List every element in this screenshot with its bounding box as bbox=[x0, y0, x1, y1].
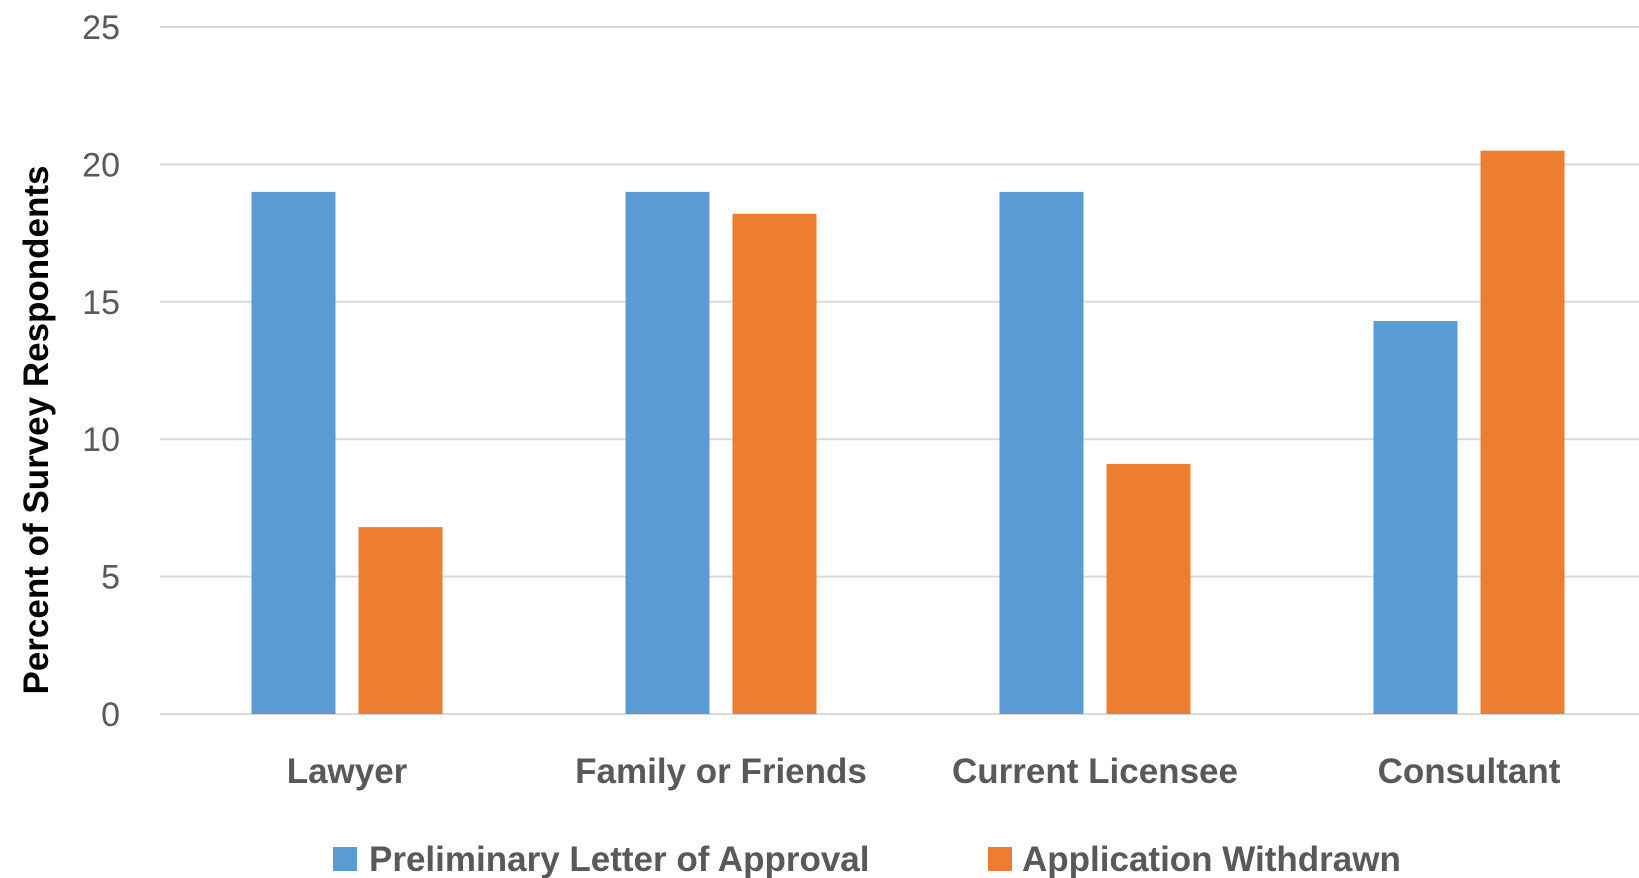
bar-family-or-friends-series-1 bbox=[625, 191, 710, 714]
y-tick-label: 25 bbox=[82, 9, 120, 47]
legend-label: Application Withdrawn bbox=[1022, 840, 1401, 878]
y-tick-label: 5 bbox=[101, 559, 120, 597]
bar-current-licensee-series-2 bbox=[1106, 463, 1191, 714]
bar-lawyer-series-2 bbox=[358, 527, 443, 714]
bar-consultant-series-1 bbox=[1373, 321, 1458, 714]
x-axis-category-labels: Lawyer Family or Friends Current Licensee C… bbox=[287, 752, 1561, 791]
x-category-label: Lawyer bbox=[287, 752, 408, 791]
y-tick-label: 20 bbox=[82, 146, 120, 184]
y-tick-label: 0 bbox=[101, 696, 120, 734]
x-category-label: Family or Friends bbox=[575, 752, 867, 791]
x-category-label: Consultant bbox=[1378, 752, 1561, 791]
legend-swatch bbox=[333, 847, 357, 871]
legend-swatch bbox=[988, 847, 1012, 871]
bar-lawyer-series-1 bbox=[251, 191, 336, 714]
legend-label: Preliminary Letter of Approval bbox=[369, 840, 870, 878]
x-category-label: Current Licensee bbox=[952, 752, 1238, 791]
y-axis-title: Percent of Survey Respondents bbox=[17, 165, 56, 694]
y-axis-tick-labels: 0 5 10 15 20 25 bbox=[82, 9, 120, 734]
bar-current-licensee-series-1 bbox=[999, 191, 1084, 714]
bar-consultant-series-2 bbox=[1480, 150, 1565, 714]
bars bbox=[251, 150, 1565, 714]
y-tick-label: 15 bbox=[82, 284, 120, 322]
legend: Preliminary Letter of Approval Applicatio… bbox=[333, 840, 1401, 878]
bar-family-or-friends-series-2 bbox=[732, 213, 817, 714]
y-tick-label: 10 bbox=[82, 421, 120, 459]
